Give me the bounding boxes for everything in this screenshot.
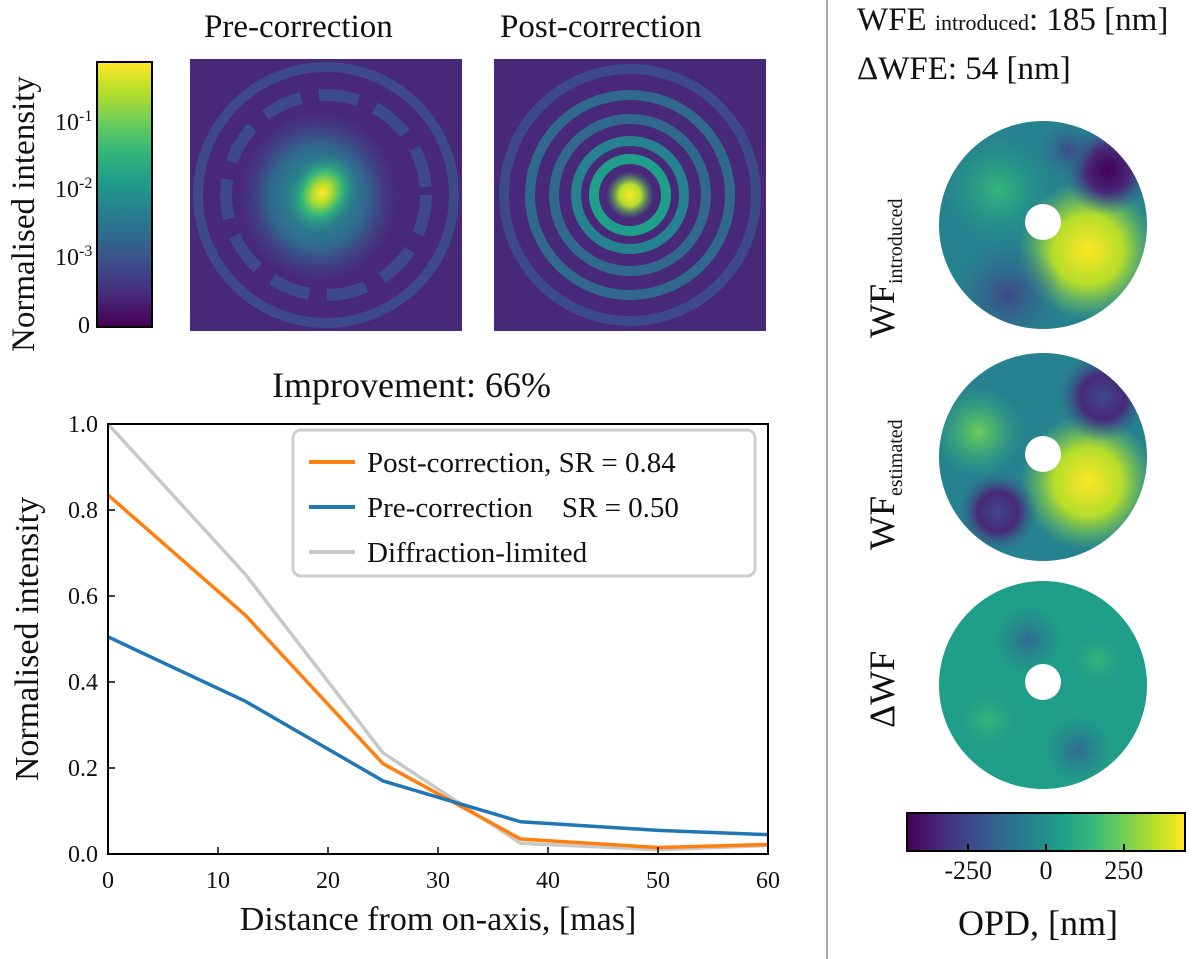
wf-estimated-map [939,353,1147,561]
opd-colorbar-tick-mark [1122,844,1125,852]
y-tick-label: 0.8 [68,498,98,524]
delta-wfe-label: ΔWFE: 54 [nm] [857,51,1071,87]
series-line [107,635,769,837]
wf-introduced-map [939,121,1147,329]
x-tick-label: 40 [536,868,560,894]
opd-colorbar-tick-label: 0 [1039,856,1053,885]
legend-entry: Post-correction, SR = 0.84 [367,447,676,479]
psf-colorbar-tick: 10-3 [55,243,93,271]
x-axis-label: Distance from on-axis, [mas] [240,901,637,938]
wf-estimated-label: WFestimated [862,419,908,550]
wfe-introduced-label: WFE introduced: 185 [nm] [857,2,1169,38]
improvement-label: Improvement: 66% [272,365,551,405]
y-tick-label: 1.0 [68,412,98,438]
y-axis-label: Normalised intensity [9,497,46,781]
x-tick-label: 20 [316,868,340,894]
series-line [106,422,769,852]
x-tick-label: 50 [646,868,670,894]
post-correction-title: Post-correction [500,9,702,45]
delta-wf-map [939,581,1147,789]
psf-colorbar-tick: 10-1 [55,108,93,136]
legend-box [291,428,757,578]
x-tick-label: 60 [756,868,780,894]
opd-colorbar-tick-mark [1045,844,1047,852]
y-tick-label: 0.0 [68,842,98,868]
psf-colorbar-tick: 0 [78,313,90,339]
y-tick-label: 0.6 [68,584,98,610]
pre-correction-title: Pre-correction [204,9,393,45]
opd-colorbar-tick-mark [967,844,970,852]
psf-colorbar-tick: 10-2 [55,175,93,203]
x-tick-label: 0 [102,868,114,894]
opd-colorbar-label: OPD, [nm] [958,903,1118,943]
x-tick-label: 10 [206,868,230,894]
pre-correction-psf-image [190,59,462,331]
psf-colorbar-label: Normalised intensity [6,76,42,352]
post-correction-psf-image [494,59,766,331]
delta-wf-label: ΔWF [862,650,902,728]
psf-colorbar [96,61,153,328]
legend-entry: Diffraction-limited [367,537,588,569]
opd-colorbar-tick-label: -250 [944,856,993,885]
panel-divider [826,0,828,959]
y-tick-label: 0.2 [68,756,98,782]
x-tick-label: 30 [426,868,450,894]
opd-colorbar-tick-label: 250 [1104,856,1144,885]
y-tick-label: 0.4 [68,670,98,696]
wf-introduced-label: WFintroduced [862,198,908,338]
legend-entry: Pre-correction SR = 0.50 [367,492,679,524]
line-chart: 0 10 20 30 40 50 60 0.0 0.2 0.4 0.6 0.8 1.0 Distance … [9,412,780,938]
